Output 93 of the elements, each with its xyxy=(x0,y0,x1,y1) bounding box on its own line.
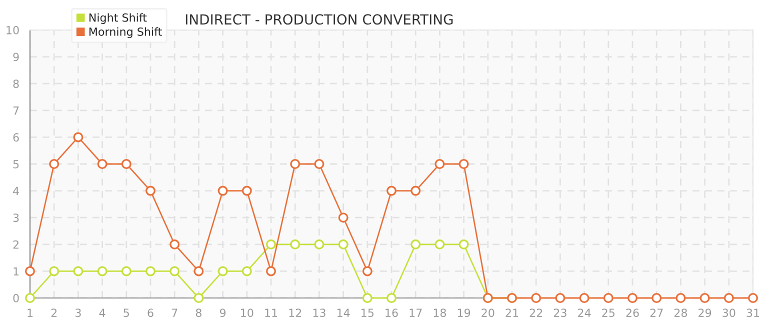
point xyxy=(652,293,662,303)
x-tick-label: 14 xyxy=(337,308,350,317)
point xyxy=(25,266,35,276)
y-tick-label: 8 xyxy=(13,80,19,88)
point xyxy=(434,239,445,250)
point xyxy=(362,293,372,303)
point xyxy=(458,239,469,250)
point xyxy=(676,293,686,303)
x-tick-label: 27 xyxy=(650,308,663,317)
x-tick-label: 15 xyxy=(362,308,374,318)
y-tick-label: 2 xyxy=(13,240,18,249)
point xyxy=(410,186,421,196)
point xyxy=(146,266,156,276)
point xyxy=(579,293,590,303)
point xyxy=(97,266,108,276)
point xyxy=(290,159,300,169)
point xyxy=(555,293,566,303)
point xyxy=(458,159,469,169)
point xyxy=(748,293,758,303)
x-tick-label: 7 xyxy=(172,308,178,317)
x-tick-label: 8 xyxy=(196,308,202,318)
x-tick-label: 16 xyxy=(386,308,398,318)
y-tick-label: 0 xyxy=(13,294,19,302)
point xyxy=(410,239,421,250)
x-tick-label: 17 xyxy=(410,308,422,317)
y-tick-label: 9 xyxy=(13,52,19,62)
point xyxy=(434,159,445,169)
x-tick-label: 18 xyxy=(434,308,446,318)
y-tick-label: 3 xyxy=(13,214,19,222)
x-tick-label: 1 xyxy=(28,308,33,317)
point xyxy=(266,266,276,276)
y-tick-label: 5 xyxy=(13,160,19,168)
y-tick-label: 1 xyxy=(14,267,19,276)
point xyxy=(290,239,300,250)
point xyxy=(603,293,614,303)
x-tick-label: 28 xyxy=(674,308,688,318)
point xyxy=(73,266,84,276)
x-tick-label: 5 xyxy=(124,308,129,318)
x-tick-label: 23 xyxy=(554,308,566,318)
point xyxy=(266,239,276,250)
y-tick-label: 10 xyxy=(6,26,19,34)
point xyxy=(170,266,180,276)
point xyxy=(314,159,324,169)
point xyxy=(194,266,204,276)
x-tick-label: 25 xyxy=(602,308,614,318)
y-tick-label: 7 xyxy=(13,106,19,115)
point xyxy=(49,266,60,276)
point xyxy=(314,239,324,250)
point xyxy=(242,266,252,276)
point xyxy=(194,293,204,303)
legend-label: Morning Shift xyxy=(89,27,162,38)
x-tick-label: 13 xyxy=(313,308,326,318)
x-tick-label: 12 xyxy=(289,308,302,317)
point xyxy=(146,186,156,196)
x-tick-label: 10 xyxy=(241,308,254,318)
point xyxy=(49,159,60,169)
point xyxy=(362,266,372,276)
point xyxy=(628,293,638,303)
x-tick-label: 6 xyxy=(148,308,154,318)
x-tick-label: 4 xyxy=(99,308,106,317)
point xyxy=(218,266,228,276)
point xyxy=(25,293,35,303)
x-tick-label: 22 xyxy=(530,308,542,317)
x-tick-label: 29 xyxy=(698,308,712,318)
point xyxy=(97,159,108,169)
point xyxy=(724,293,734,303)
point xyxy=(338,212,348,223)
point xyxy=(218,186,228,196)
x-tick-label: 24 xyxy=(578,308,591,317)
x-tick-label: 20 xyxy=(482,308,494,318)
x-tick-label: 26 xyxy=(626,308,639,318)
legend-label: Night Shift xyxy=(89,13,147,24)
x-tick-label: 3 xyxy=(76,308,81,318)
x-tick-label: 2 xyxy=(51,308,57,317)
point xyxy=(386,186,396,196)
x-tick-label: 21 xyxy=(506,308,518,317)
chart-title: INDIRECT - PRODUCTION CONVERTING xyxy=(186,14,453,25)
x-tick-label: 11 xyxy=(265,308,278,317)
point xyxy=(242,186,252,196)
point xyxy=(121,159,132,169)
point xyxy=(170,239,180,250)
point xyxy=(73,132,84,142)
x-tick-label: 30 xyxy=(722,308,736,318)
y-tick-label: 4 xyxy=(13,186,19,196)
point xyxy=(531,293,542,303)
point xyxy=(338,239,348,250)
x-tick-label: 31 xyxy=(746,308,760,318)
point xyxy=(121,266,132,276)
x-tick-label: 19 xyxy=(458,308,470,318)
point xyxy=(386,293,396,303)
point xyxy=(700,293,710,303)
y-tick-label: 6 xyxy=(13,133,19,142)
x-tick-label: 9 xyxy=(220,308,226,318)
